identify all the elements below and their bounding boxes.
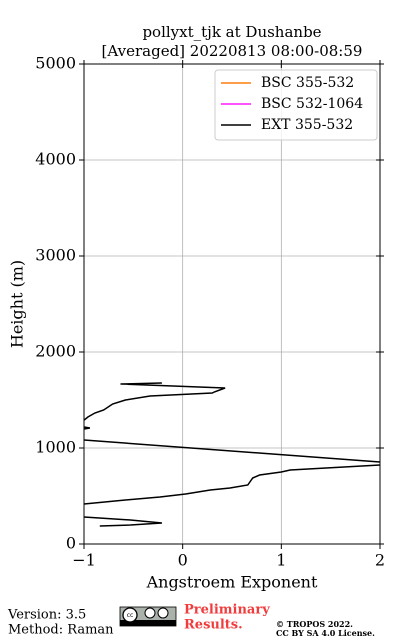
legend-box: [214, 69, 378, 141]
chart-title: pollyxt_tjk at Dushanbe: [142, 23, 321, 41]
data-line: [83, 382, 381, 527]
plot-frame: [83, 63, 381, 545]
chart-title: [Averaged] 20220813 08:00-08:59: [102, 42, 363, 60]
x-tick-label: 1: [276, 551, 286, 570]
preliminary: Preliminary: [184, 603, 270, 618]
x-tick-label: −1: [72, 551, 96, 570]
svg-text:cc: cc: [127, 612, 134, 619]
y-tick-label: 1000: [35, 438, 76, 457]
legend-label: EXT 355-532: [261, 117, 353, 133]
preliminary: Results.: [184, 618, 243, 633]
legend: BSC 355-532 BSC 532-1064 EXT 355-532: [214, 69, 378, 141]
cc-logo: cc: [119, 606, 177, 627]
y-axis-label: Height (m): [8, 260, 27, 348]
y-tick-label: 4000: [35, 150, 76, 169]
x-tick-label: 2: [375, 551, 385, 570]
y-tick-label: 2000: [35, 342, 76, 361]
license: © TROPOS 2022.: [276, 619, 353, 629]
license: CC BY SA 4.0 License.: [276, 628, 375, 638]
y-tick-label: 5000: [35, 54, 76, 73]
x-tick-label: 0: [178, 551, 188, 570]
legend-label: BSC 532-1064: [261, 96, 363, 112]
x-axis-label: Angstroem Exponent: [146, 573, 318, 592]
y-tick-label: 3000: [35, 246, 76, 265]
y-tick-label: 0: [66, 534, 76, 553]
legend-label: BSC 355-532: [261, 75, 354, 91]
version: Version: 3.5: [7, 608, 86, 623]
method: Method: Raman: [8, 623, 114, 638]
